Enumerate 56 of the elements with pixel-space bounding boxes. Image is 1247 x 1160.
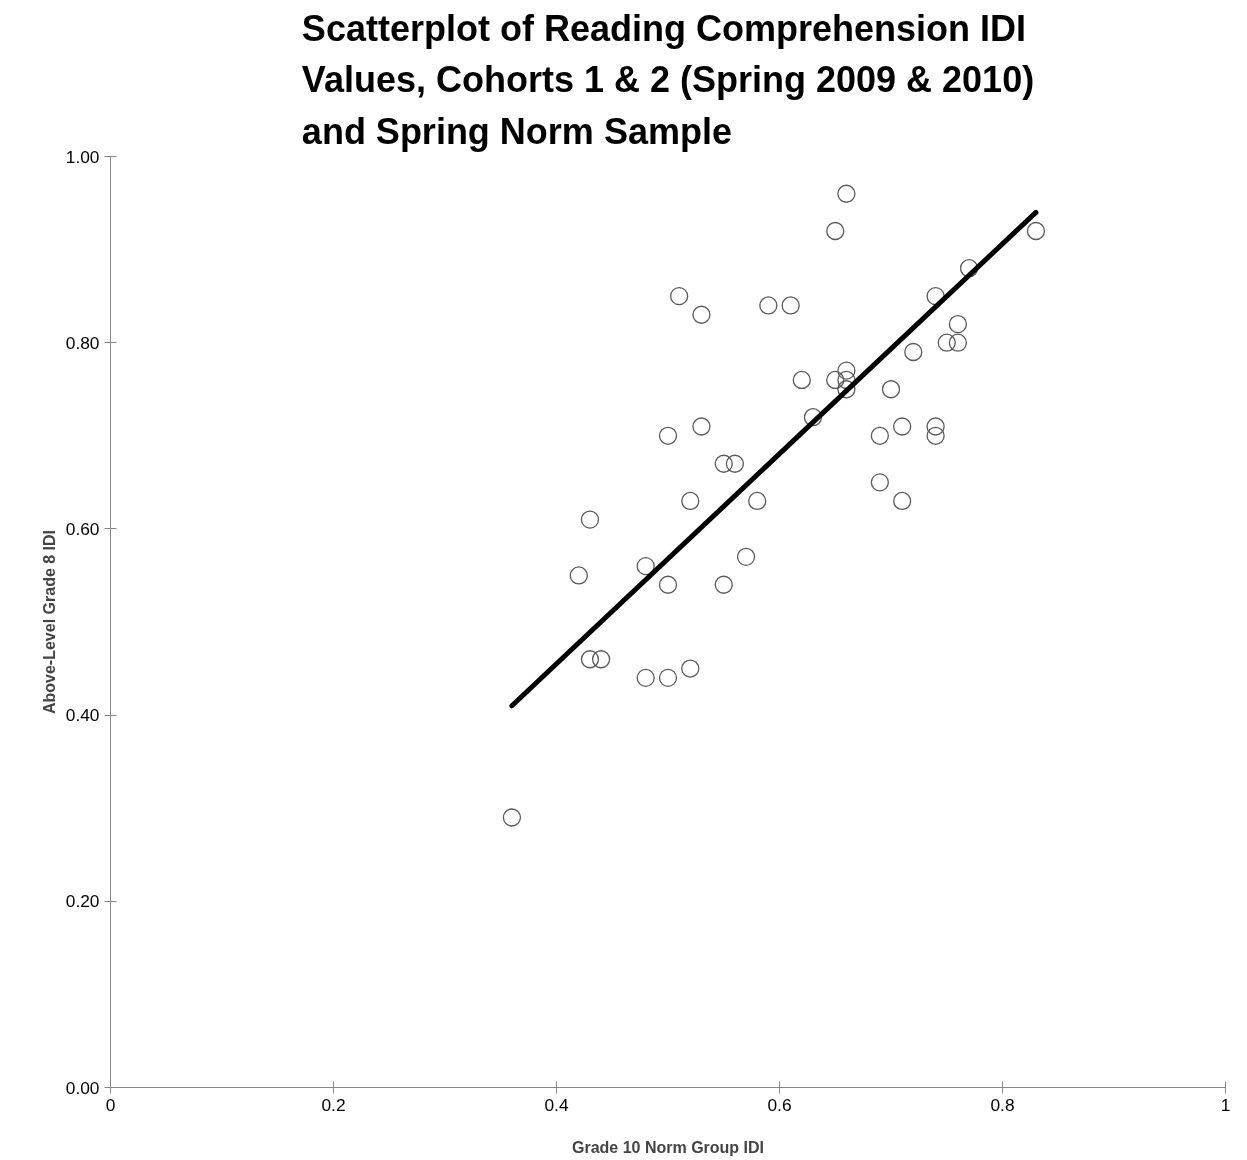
x-axis-title: Grade 10 Norm Group IDI xyxy=(571,1138,765,1156)
point xyxy=(658,668,678,687)
y-tick-label: 0.80 xyxy=(65,332,100,353)
x-tick-label: 0 xyxy=(105,1094,116,1115)
point xyxy=(926,417,945,436)
point xyxy=(837,380,856,399)
x-tick-label: 1 xyxy=(1220,1094,1231,1115)
point xyxy=(658,426,678,445)
point xyxy=(792,370,811,390)
point xyxy=(502,808,522,827)
point xyxy=(748,491,767,511)
y-tick-label: 0.20 xyxy=(65,891,100,912)
point xyxy=(870,473,889,492)
point xyxy=(759,296,778,315)
point xyxy=(904,342,923,362)
x-tick-label: 0.8 xyxy=(990,1094,1015,1115)
point xyxy=(714,454,733,473)
point xyxy=(948,314,968,334)
x-tick-label: 0.2 xyxy=(321,1094,346,1115)
point xyxy=(569,566,588,585)
chart-title: Scatterplot of Reading Comprehension IDI Values, Cohorts 1 & 2 (Spring 2009 & 2010) and Spring Norm Sample xyxy=(301,8,1035,152)
point xyxy=(725,454,745,473)
y-tick-label: 0.40 xyxy=(65,705,100,726)
point xyxy=(837,184,856,203)
point xyxy=(591,650,611,669)
point xyxy=(681,491,700,511)
point xyxy=(948,333,968,352)
point xyxy=(870,426,889,445)
point xyxy=(881,380,901,399)
point xyxy=(926,426,945,445)
point xyxy=(692,305,711,324)
point xyxy=(826,221,845,241)
point xyxy=(580,650,600,669)
x-tick-label: 0.4 xyxy=(544,1094,569,1115)
point xyxy=(658,575,678,594)
y-tick-label: 1.00 xyxy=(65,146,100,167)
point xyxy=(826,370,845,390)
y-tick-label: 0.60 xyxy=(65,518,100,539)
y-axis-title: Above-Level Grade 8 IDI xyxy=(40,529,58,715)
point xyxy=(580,510,600,529)
point xyxy=(714,575,733,594)
point xyxy=(1026,221,1046,241)
point xyxy=(670,287,689,306)
x-tick-label: 0.6 xyxy=(767,1094,792,1115)
point xyxy=(893,491,912,511)
point xyxy=(803,408,823,427)
point xyxy=(636,668,655,687)
point xyxy=(781,296,800,315)
point xyxy=(736,547,756,566)
point xyxy=(692,417,711,436)
y-tick-label: 0.00 xyxy=(65,1077,100,1098)
point xyxy=(893,417,912,436)
point xyxy=(837,361,856,380)
point xyxy=(937,333,956,352)
point xyxy=(681,659,700,678)
point xyxy=(636,557,655,576)
